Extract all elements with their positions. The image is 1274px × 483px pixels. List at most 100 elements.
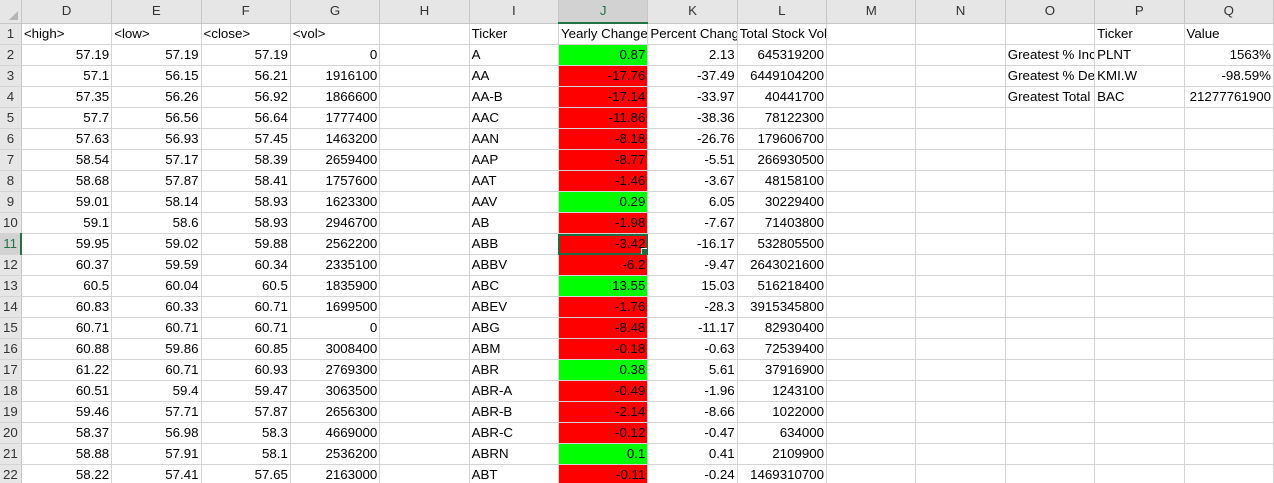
cell-p4[interactable]: BAC [1094, 86, 1185, 108]
cell-q2[interactable]: 1563% [1184, 44, 1274, 66]
cell-j12[interactable]: -6.2 [558, 254, 649, 276]
cell-e6[interactable]: 56.93 [111, 128, 202, 150]
cell-o19[interactable] [1005, 401, 1096, 423]
column-header-k[interactable]: K [647, 0, 738, 24]
cell-h20[interactable] [379, 422, 470, 444]
cell-d5[interactable]: 57.7 [21, 107, 113, 129]
cell-q22[interactable] [1184, 464, 1274, 483]
cell-j5[interactable]: -11.86 [558, 107, 649, 129]
cell-f20[interactable]: 58.3 [201, 422, 291, 444]
column-header-i[interactable]: I [469, 0, 559, 24]
cell-d4[interactable]: 57.35 [21, 86, 113, 108]
cell-p10[interactable] [1094, 212, 1185, 234]
cell-m9[interactable] [826, 191, 917, 213]
cell-o20[interactable] [1005, 422, 1096, 444]
cell-j16[interactable]: -0.18 [558, 338, 649, 360]
cell-h12[interactable] [379, 254, 470, 276]
column-header-j[interactable]: J [558, 0, 649, 24]
cell-i12[interactable]: ABBV [469, 254, 559, 276]
cell-o4[interactable]: Greatest Total Volume [1005, 86, 1096, 108]
cell-d17[interactable]: 61.22 [21, 359, 113, 381]
cell-f2[interactable]: 57.19 [201, 44, 291, 66]
cell-e4[interactable]: 56.26 [111, 86, 202, 108]
cell-p12[interactable] [1094, 254, 1185, 276]
cell-p1[interactable]: Ticker [1094, 23, 1185, 45]
cell-m17[interactable] [826, 359, 917, 381]
cell-h5[interactable] [379, 107, 470, 129]
cell-q18[interactable] [1184, 380, 1274, 402]
cell-k13[interactable]: 15.03 [647, 275, 738, 297]
cell-q12[interactable] [1184, 254, 1274, 276]
cell-f4[interactable]: 56.92 [201, 86, 291, 108]
cell-q14[interactable] [1184, 296, 1274, 318]
cell-f1[interactable]: <close> [201, 23, 291, 45]
cell-m12[interactable] [826, 254, 917, 276]
cell-e8[interactable]: 57.87 [111, 170, 202, 192]
cell-n21[interactable] [915, 443, 1006, 465]
cell-h22[interactable] [379, 464, 470, 483]
cell-n19[interactable] [915, 401, 1006, 423]
row-header[interactable]: 2 [0, 44, 22, 66]
column-header-f[interactable]: F [201, 0, 291, 24]
cell-l16[interactable]: 72539400 [737, 338, 828, 360]
cell-k9[interactable]: 6.05 [647, 191, 738, 213]
cell-f13[interactable]: 60.5 [201, 275, 291, 297]
cell-e3[interactable]: 56.15 [111, 65, 202, 87]
cell-p7[interactable] [1094, 149, 1185, 171]
cell-d1[interactable]: <high> [21, 23, 113, 45]
cell-p19[interactable] [1094, 401, 1185, 423]
cell-h21[interactable] [379, 443, 470, 465]
cell-p14[interactable] [1094, 296, 1185, 318]
cell-h10[interactable] [379, 212, 470, 234]
cell-i14[interactable]: ABEV [469, 296, 559, 318]
cell-m18[interactable] [826, 380, 917, 402]
cell-q20[interactable] [1184, 422, 1274, 444]
cell-n4[interactable] [915, 86, 1006, 108]
cell-g18[interactable]: 3063500 [290, 380, 381, 402]
cell-j20[interactable]: -0.12 [558, 422, 649, 444]
cell-g14[interactable]: 1699500 [290, 296, 381, 318]
cell-i17[interactable]: ABR [469, 359, 559, 381]
cell-m7[interactable] [826, 149, 917, 171]
cell-p18[interactable] [1094, 380, 1185, 402]
cell-m4[interactable] [826, 86, 917, 108]
cell-f8[interactable]: 58.41 [201, 170, 291, 192]
row-header[interactable]: 8 [0, 170, 22, 192]
cell-n22[interactable] [915, 464, 1006, 483]
row-header[interactable]: 4 [0, 86, 22, 108]
cell-g17[interactable]: 2769300 [290, 359, 381, 381]
cell-p21[interactable] [1094, 443, 1185, 465]
cell-l7[interactable]: 266930500 [737, 149, 828, 171]
cell-j1[interactable]: Yearly Change [558, 23, 649, 45]
cell-p6[interactable] [1094, 128, 1185, 150]
cell-l8[interactable]: 48158100 [737, 170, 828, 192]
cell-p2[interactable]: PLNT [1094, 44, 1185, 66]
cell-h7[interactable] [379, 149, 470, 171]
column-header-e[interactable]: E [111, 0, 202, 24]
cell-d6[interactable]: 57.63 [21, 128, 113, 150]
cell-l3[interactable]: 6449104200 [737, 65, 828, 87]
cell-i9[interactable]: AAV [469, 191, 559, 213]
cell-f12[interactable]: 60.34 [201, 254, 291, 276]
column-header-d[interactable]: D [21, 0, 113, 24]
cell-o12[interactable] [1005, 254, 1096, 276]
cell-i6[interactable]: AAN [469, 128, 559, 150]
row-header[interactable]: 20 [0, 422, 22, 444]
column-header-q[interactable]: Q [1184, 0, 1274, 24]
row-header[interactable]: 9 [0, 191, 22, 213]
cell-q4[interactable]: 21277761900 [1184, 86, 1274, 108]
cell-e5[interactable]: 56.56 [111, 107, 202, 129]
cell-n8[interactable] [915, 170, 1006, 192]
cell-h17[interactable] [379, 359, 470, 381]
row-header[interactable]: 17 [0, 359, 22, 381]
select-all-corner[interactable] [0, 0, 22, 24]
cell-i1[interactable]: Ticker [469, 23, 559, 45]
cell-m1[interactable] [826, 23, 917, 45]
row-header[interactable]: 13 [0, 275, 22, 297]
row-header[interactable]: 11 [0, 233, 23, 255]
cell-e22[interactable]: 57.41 [111, 464, 202, 483]
cell-l6[interactable]: 179606700 [737, 128, 828, 150]
cell-l10[interactable]: 71403800 [737, 212, 828, 234]
cell-o13[interactable] [1005, 275, 1096, 297]
cell-g15[interactable]: 0 [290, 317, 381, 339]
